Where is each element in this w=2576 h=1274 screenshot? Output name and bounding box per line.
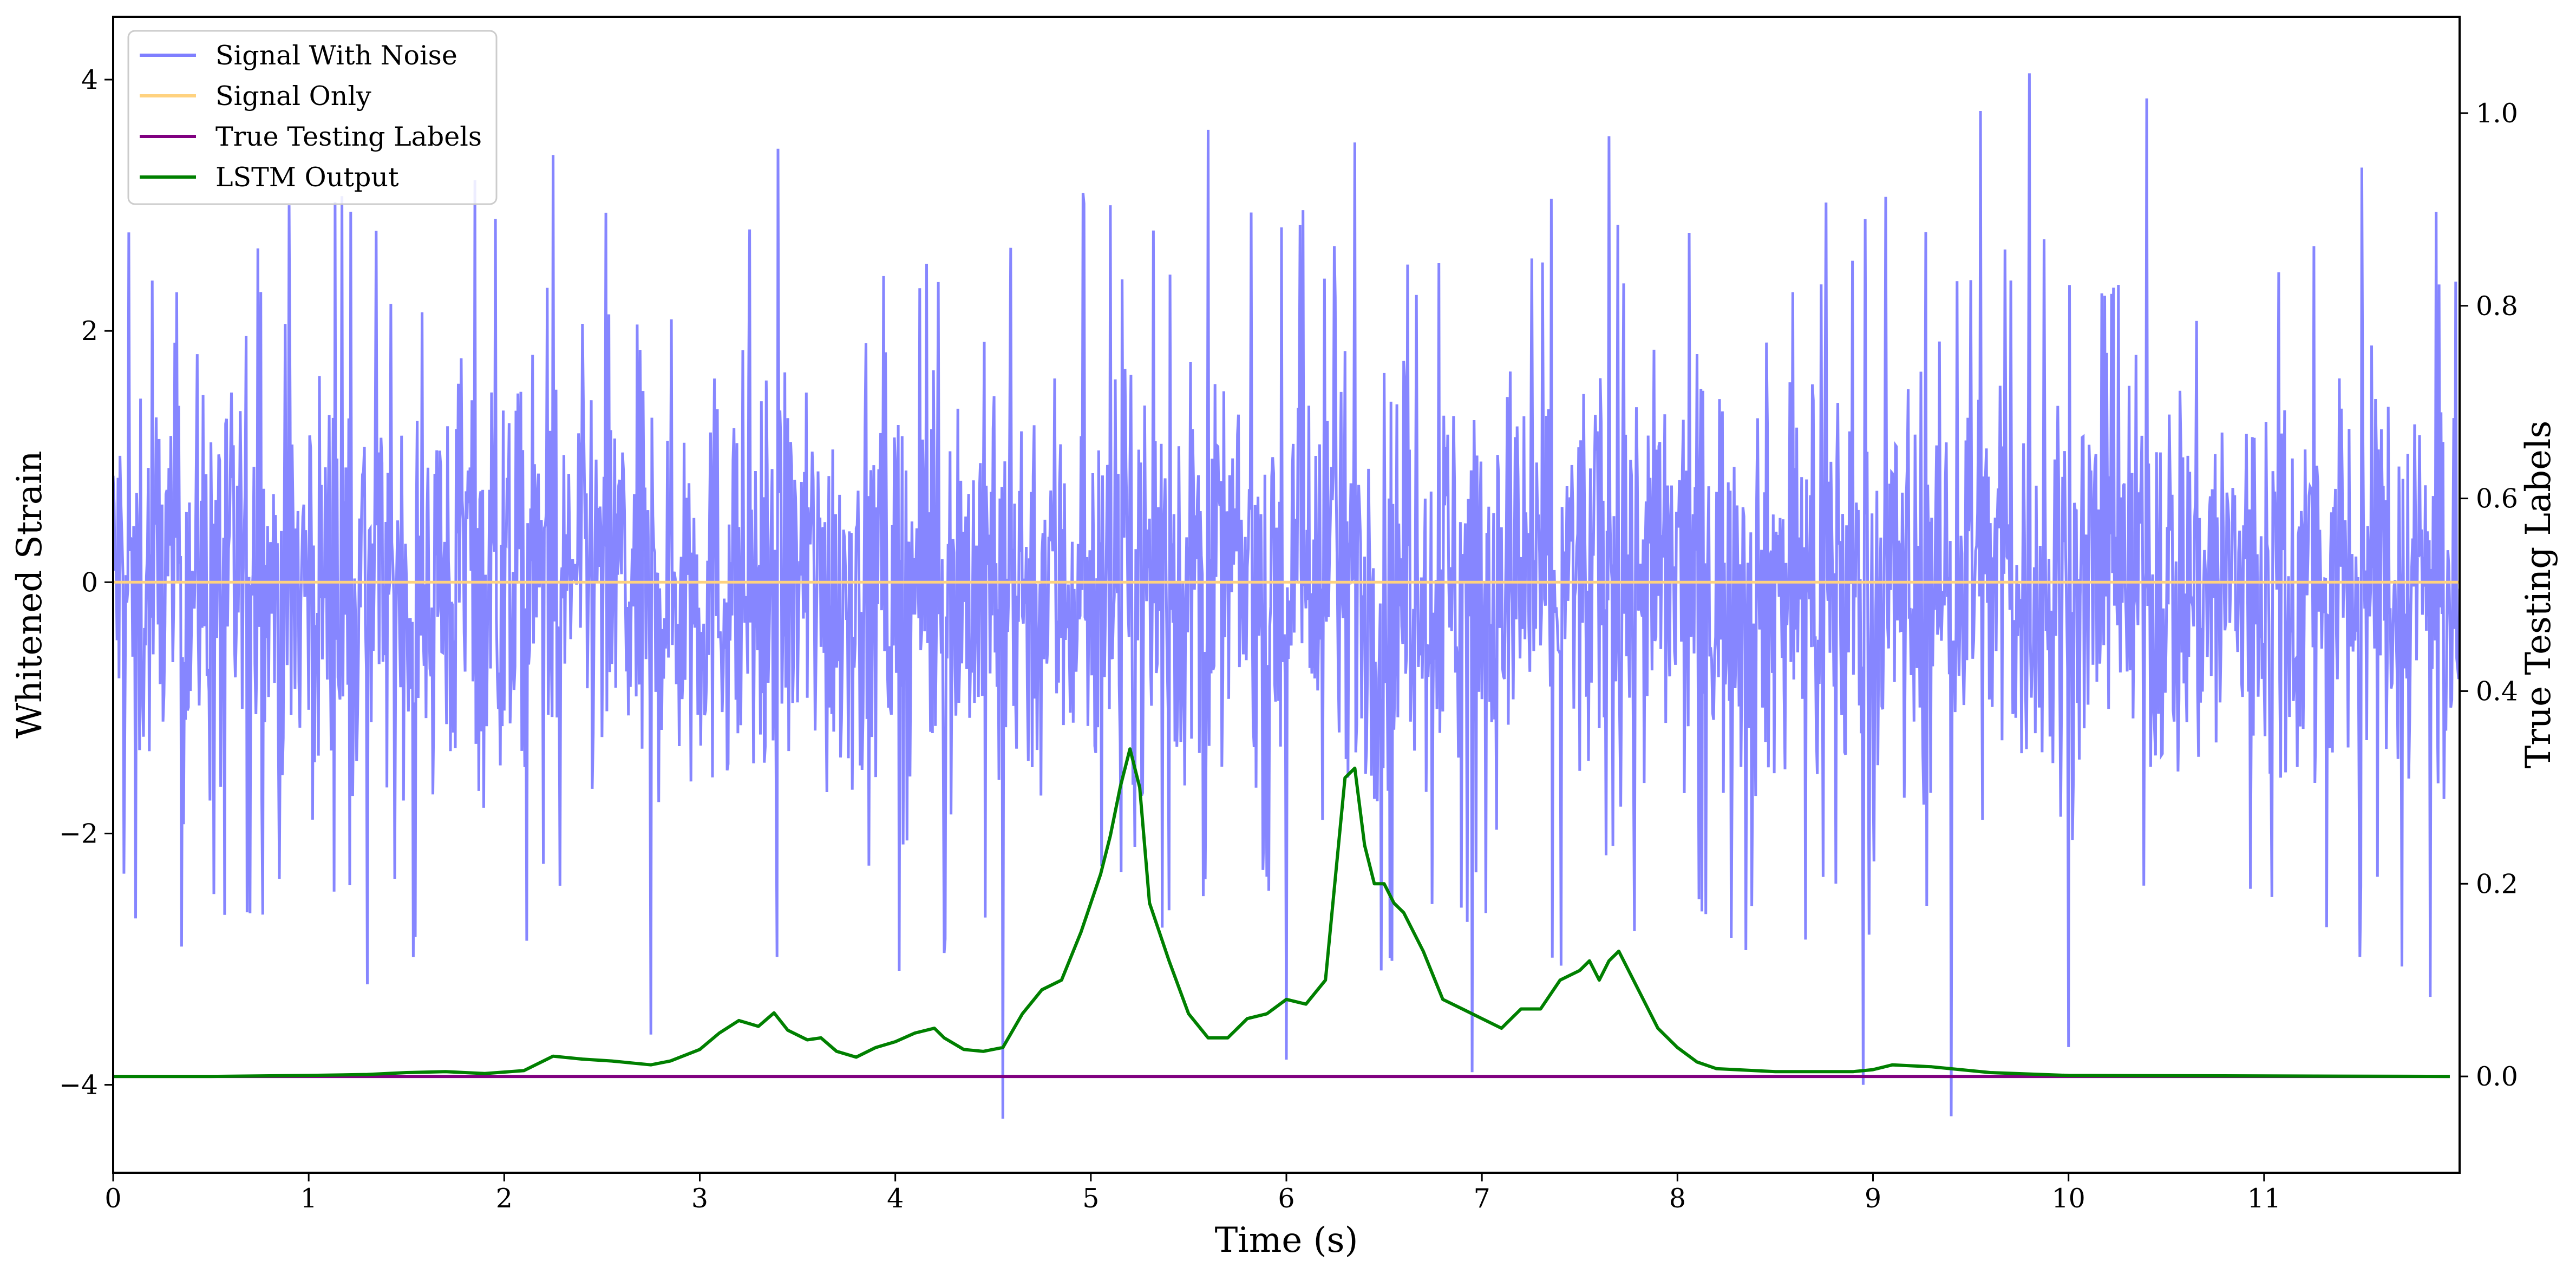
y2-axis-title: True Testing Labels (2519, 421, 2559, 769)
x-tick-label: 10 (2051, 1183, 2085, 1214)
y2-tick-label: 0.4 (2476, 676, 2518, 707)
y2-tick-label: 0.6 (2476, 484, 2518, 514)
y2-tick-label: 0.0 (2476, 1061, 2518, 1092)
x-tick-label: 7 (1474, 1183, 1490, 1214)
y-tick-label: 4 (81, 64, 98, 95)
signal-with-noise-band (113, 73, 2460, 1119)
legend-label: Signal With Noise (215, 40, 457, 71)
x-tick-label: 1 (300, 1183, 317, 1214)
legend: Signal With Noise Signal Only True Testing… (127, 30, 498, 205)
x-tick-label: 3 (691, 1183, 708, 1214)
legend-label: LSTM Output (215, 162, 399, 193)
x-tick-label: 8 (1669, 1183, 1686, 1214)
x-tick-label: 0 (104, 1183, 121, 1214)
x-tick-label: 4 (887, 1183, 904, 1214)
y2-tick-label: 1.0 (2476, 98, 2518, 129)
x-tick-label: 2 (496, 1183, 513, 1214)
signal-with-noise-line (113, 73, 2460, 1119)
x-tick-label: 11 (2247, 1183, 2281, 1214)
x-axis-title: Time (s) (1215, 1220, 1358, 1260)
y-axis-title: Whitened Strain (10, 450, 50, 738)
y-tick-label: −2 (59, 818, 98, 849)
y2-tick-label: 0.8 (2476, 291, 2518, 322)
legend-label: Signal Only (215, 81, 371, 112)
x-tick-label: 6 (1278, 1183, 1294, 1214)
y-tick-label: 2 (81, 316, 98, 347)
legend-label: True Testing Labels (215, 121, 482, 152)
y2-tick-label: 0.2 (2476, 868, 2518, 899)
x-tick-label: 9 (1865, 1183, 1881, 1214)
legend-box (127, 30, 498, 205)
y-tick-label: 0 (81, 567, 98, 598)
x-tick-label: 5 (1082, 1183, 1099, 1214)
series-layer (113, 580, 2460, 1079)
axes-layer: 0 1 2 3 4 5 6 7 8 9 10 11 −4 −2 0 2 4 0.0 0.2 0.4 0.6 0.8 1.0 (59, 64, 2518, 1214)
y-tick-label: −4 (59, 1070, 98, 1101)
lstm-output-line (113, 747, 2450, 1079)
